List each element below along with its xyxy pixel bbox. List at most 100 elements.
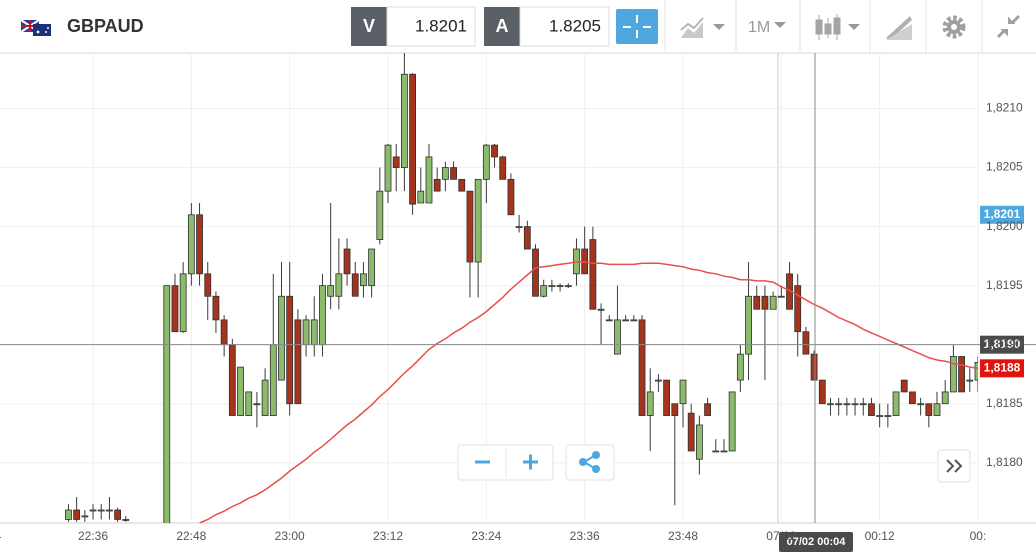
candle-body [89,509,97,512]
candle-body [425,156,433,204]
crosshair-price-label: 1,8190 [984,337,1021,351]
candle [827,397,834,416]
candle-body [909,391,916,405]
settings-button[interactable] [942,15,966,39]
candle [868,397,875,416]
candle-body [187,214,195,275]
candle [433,167,441,192]
ask-label: A [496,16,509,36]
candle [507,173,515,216]
candle [294,309,302,405]
candle [876,403,884,428]
candle-body [712,450,720,453]
candle [655,374,662,392]
candle-body [106,509,113,512]
candle-body [835,403,843,406]
candle-body [679,379,687,405]
chart-type-button[interactable] [680,17,725,38]
candle [581,226,589,275]
candle [835,397,843,416]
candle [73,497,81,522]
candle-body [917,403,925,406]
x-tick-label: 24 [0,529,2,543]
candle-body [974,361,978,381]
candle [441,161,449,192]
candle [753,285,761,310]
candle-body [384,144,392,192]
candle [171,273,179,333]
share-button[interactable] [565,444,615,481]
zoom-in-button[interactable] [523,454,538,470]
candle-body [482,144,490,180]
candle [679,379,687,428]
bid-badge[interactable] [351,7,387,46]
candle [786,262,793,310]
candle [89,504,97,520]
timeframe[interactable]: 1M [748,19,770,36]
candle [253,391,261,428]
candle-body [933,403,941,416]
candle-body [794,285,802,333]
ask-field[interactable] [519,6,610,47]
price-tag [980,205,1024,224]
candle [974,356,978,392]
candle [302,315,310,357]
candle-body [474,178,482,263]
candle [638,315,646,416]
timeframe-caret[interactable] [774,22,786,28]
candle [851,397,859,416]
y-tick-label: 1,8195 [986,278,1023,292]
candle-body [556,285,564,288]
x-tick-label: 07/02 [766,529,796,543]
candle [761,285,769,381]
candle-body [360,273,367,287]
y-tick-label: 1,8210 [986,101,1023,115]
candle-body [704,403,711,416]
candle-body [376,190,384,240]
bid-field[interactable] [386,6,476,47]
candle [605,315,613,322]
ask-badge[interactable] [484,7,520,46]
candle-body [261,379,269,416]
candle-body [736,353,744,381]
candle [818,379,826,405]
candle-body [802,331,810,355]
candle-body [728,391,736,452]
candle [695,415,703,475]
crosshair-button[interactable] [616,9,658,44]
candle-body [97,509,105,512]
candle-body [441,167,449,180]
x-tick-label: 23:36 [570,529,600,543]
candle [400,53,408,192]
candle-body [237,366,244,416]
candle [548,279,556,292]
candle [958,356,965,393]
collapse-button[interactable] [996,14,1021,39]
candle-body [843,403,851,406]
candle-body [876,415,884,417]
candle [843,397,851,416]
y-tick-label: 1,8190 [986,337,1023,351]
candle-body [343,248,351,275]
crosshair-time-label: 07/02 00:04 [787,536,847,548]
candle [499,155,507,180]
candle [409,73,416,215]
candle [614,285,621,355]
scroll-end-button[interactable] [937,449,971,483]
x-tick-label: 23:00 [275,529,305,543]
candle [237,366,244,416]
drawing-tool-button[interactable] [886,16,912,40]
candle-style-button[interactable] [815,14,860,40]
candle [106,497,113,520]
candle-body [392,156,400,168]
candle [220,315,228,357]
candle [769,291,777,310]
candle-body [122,519,130,521]
candle-body [868,403,875,416]
candle-body [745,295,752,355]
crosshair-price-tag [980,335,1024,354]
candle-body [319,285,326,346]
candle-body [417,190,425,204]
plot-area [65,53,978,523]
candle [368,248,376,298]
